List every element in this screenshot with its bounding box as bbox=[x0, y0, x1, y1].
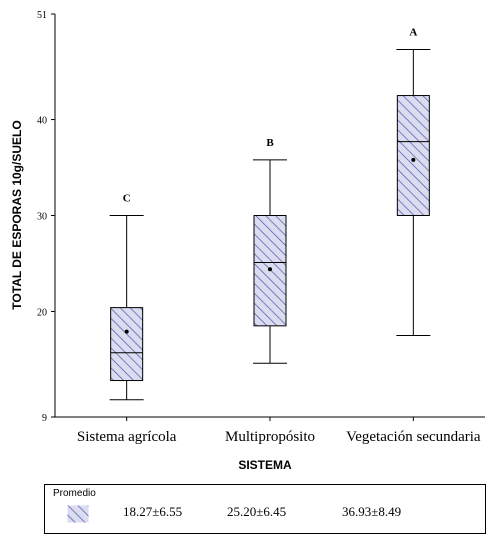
y-tick-label: 20 bbox=[37, 307, 47, 318]
x-tick-label: Multipropósito bbox=[225, 429, 315, 445]
y-tick-label: 51 bbox=[37, 10, 47, 21]
legend-value-sistema-agricola: 18.27±6.55 bbox=[123, 504, 183, 519]
box-3: A bbox=[396, 27, 431, 336]
legend-value-vegetacion-secundaria: 36.93±8.49 bbox=[342, 504, 402, 519]
x-tick-label: Vegetación secundaria bbox=[346, 429, 481, 445]
y-tick-label: 30 bbox=[37, 212, 47, 223]
box-plot-chart: 9 20 30 40 51 Sistema agrícola Multipropósito V… bbox=[10, 10, 485, 472]
x-tick-label: Sistema agrícola bbox=[77, 429, 177, 445]
group-letter-label: A bbox=[409, 27, 417, 39]
y-axis-label: TOTAL DE ESPORAS 10g/SUELO bbox=[10, 120, 24, 309]
legend-hatch-swatch bbox=[67, 505, 89, 523]
legend: Promedio 18.27±6.55 25.20±6.45 36.93±8.4… bbox=[44, 484, 486, 534]
y-tick-label: 40 bbox=[37, 116, 47, 127]
group-letter-label: B bbox=[266, 137, 274, 149]
x-axis-label: SISTEMA bbox=[238, 458, 292, 472]
group-letter-label: C bbox=[123, 193, 131, 205]
legend-title: Promedio bbox=[53, 488, 96, 499]
mean-point bbox=[124, 329, 129, 334]
box-1: C bbox=[109, 193, 144, 401]
box-2: B bbox=[253, 137, 287, 364]
mean-point bbox=[268, 267, 272, 272]
iqr-box bbox=[110, 307, 144, 382]
y-tick-label: 9 bbox=[42, 413, 47, 424]
legend-value-multiproposito: 25.20±6.45 bbox=[227, 504, 287, 519]
mean-point bbox=[411, 157, 416, 162]
iqr-box bbox=[396, 95, 430, 216]
